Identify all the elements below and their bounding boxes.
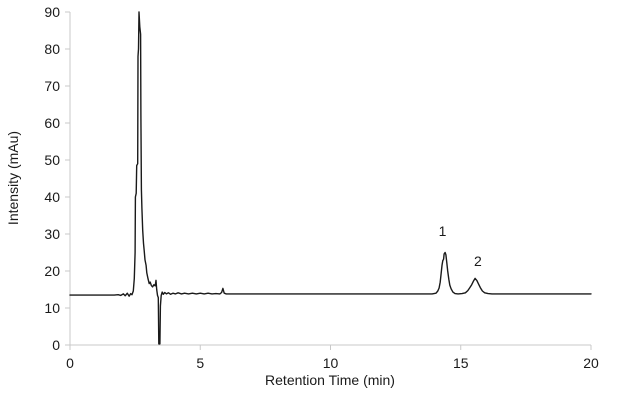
- y-tick-label: 90: [44, 4, 60, 20]
- x-tick-label: 0: [66, 355, 74, 371]
- x-axis-title: Retention Time (min): [265, 372, 395, 388]
- x-tick-label: 5: [196, 355, 204, 371]
- y-axis: 0 10 20 30 40 50 60 70 80 90: [44, 4, 71, 353]
- axes: 0 10 20 30 40 50 60 70 80 90 0 5 10 15 20: [44, 4, 599, 371]
- y-tick-label: 20: [44, 263, 60, 279]
- trace-layer: [69, 11, 592, 345]
- y-tick-label: 30: [44, 226, 60, 242]
- chromatogram-trace: [69, 11, 592, 345]
- y-tick-label: 40: [44, 189, 60, 205]
- peak-annotation-1: 1: [439, 223, 447, 239]
- y-tick-label: 50: [44, 152, 60, 168]
- x-tick-label: 20: [583, 355, 599, 371]
- y-axis-title: Intensity (mAu): [5, 131, 21, 225]
- y-tick-label: 70: [44, 78, 60, 94]
- y-tick-label: 10: [44, 300, 60, 316]
- y-tick-label: 60: [44, 115, 60, 131]
- peak-annotations: 12: [439, 223, 482, 269]
- x-tick-label: 15: [453, 355, 469, 371]
- x-axis: 0 5 10 15 20: [66, 344, 599, 371]
- peak-annotation-2: 2: [474, 253, 482, 269]
- y-tick-label: 0: [52, 337, 60, 353]
- x-tick-label: 10: [323, 355, 339, 371]
- y-tick-label: 80: [44, 41, 60, 57]
